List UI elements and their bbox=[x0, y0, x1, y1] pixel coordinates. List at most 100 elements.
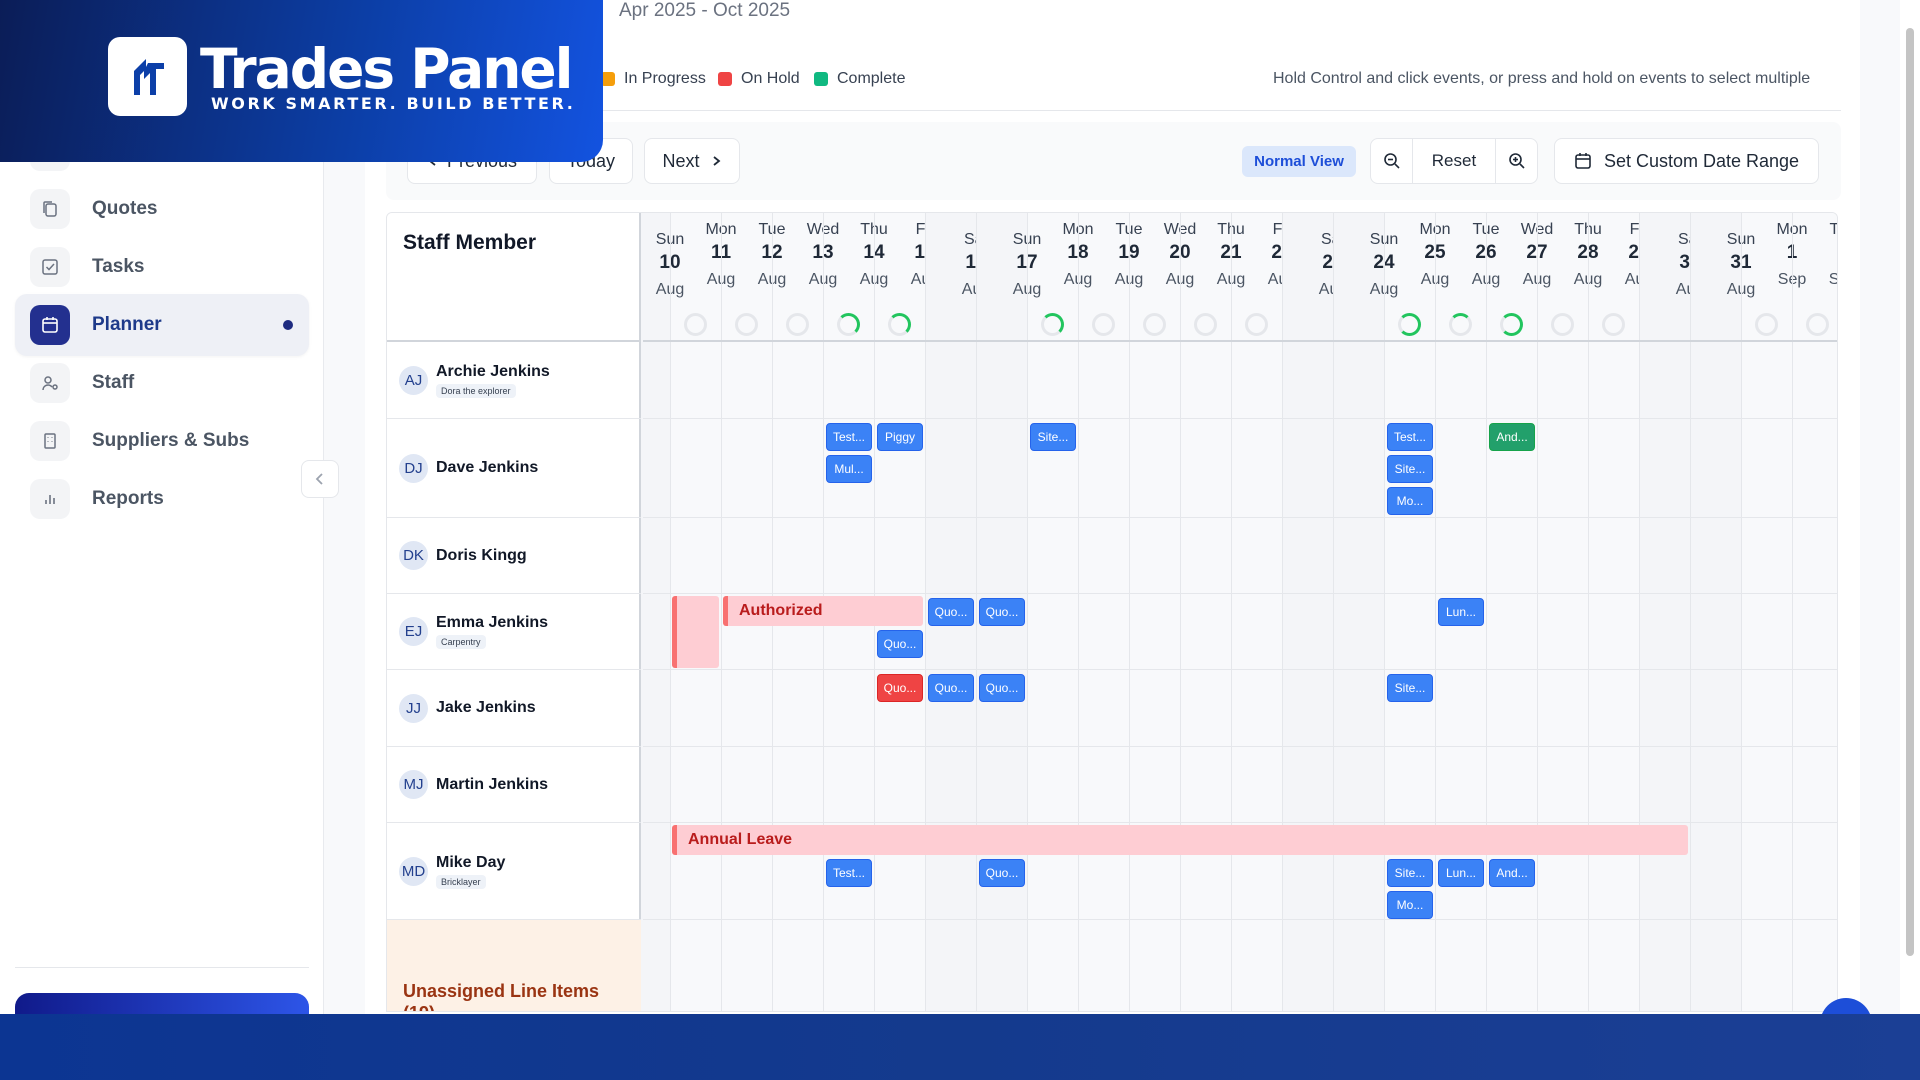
event-chip[interactable]: Mul... bbox=[826, 455, 872, 483]
copy-icon bbox=[30, 189, 70, 229]
building-icon bbox=[30, 421, 70, 461]
unassigned-line-items[interactable]: Unassigned Line Items (19) bbox=[387, 920, 641, 1011]
staff-row[interactable]: MD Mike Day Bricklayer bbox=[387, 823, 641, 920]
event-chip[interactable]: Site... bbox=[1387, 674, 1433, 702]
event-bar-annual-leave[interactable]: Annual Leave bbox=[672, 825, 1688, 855]
avatar: MD bbox=[399, 856, 428, 886]
avatar: MJ bbox=[399, 770, 428, 799]
event-chip[interactable]: Quo... bbox=[979, 674, 1025, 702]
user-gear-icon bbox=[30, 363, 70, 403]
set-custom-date-range-button[interactable]: Set Custom Date Range bbox=[1554, 138, 1819, 184]
event-bar-authorized[interactable]: Authorized bbox=[723, 596, 923, 626]
brand-wordmark: Trades Panel WORK SMARTER. BUILD BETTER. bbox=[200, 38, 575, 113]
day-column[interactable] bbox=[1486, 213, 1537, 1011]
event-chip[interactable]: Site... bbox=[1387, 455, 1433, 483]
event-chip[interactable]: Lun... bbox=[1438, 859, 1484, 887]
event-chip[interactable]: Quo... bbox=[928, 598, 974, 626]
staff-row[interactable]: EJ Emma Jenkins Carpentry bbox=[387, 594, 641, 670]
event-chip[interactable]: Quo... bbox=[979, 598, 1025, 626]
day-header: Sat30Aug bbox=[1639, 213, 1704, 342]
event-chip[interactable]: Test... bbox=[1387, 423, 1433, 451]
zoom-in-button[interactable] bbox=[1495, 139, 1537, 183]
event-chip[interactable]: Site... bbox=[1387, 859, 1433, 887]
event-chip[interactable]: And... bbox=[1489, 423, 1535, 451]
sidebar-divider bbox=[15, 967, 309, 968]
event-chip[interactable]: And... bbox=[1489, 859, 1535, 887]
day-header: Sat23Aug bbox=[1282, 213, 1347, 342]
day-column[interactable] bbox=[1537, 213, 1588, 1011]
sidebar-item-planner[interactable]: Planner bbox=[15, 294, 309, 356]
event-chip[interactable]: Lun... bbox=[1438, 598, 1484, 626]
day-column[interactable] bbox=[1333, 213, 1384, 1011]
day-column[interactable] bbox=[1639, 213, 1690, 1011]
event-bar[interactable] bbox=[672, 596, 719, 668]
reset-zoom-button[interactable]: Reset bbox=[1431, 151, 1477, 170]
event-chip[interactable]: Site... bbox=[1030, 423, 1076, 451]
brand-banner: Trades Panel WORK SMARTER. BUILD BETTER. bbox=[0, 0, 603, 162]
event-chip[interactable]: Piggy bbox=[877, 423, 923, 451]
staff-row[interactable]: DK Doris Kingg bbox=[387, 518, 641, 594]
day-header: Sun 17 Aug bbox=[976, 213, 1041, 342]
event-chip[interactable]: Quo... bbox=[979, 859, 1025, 887]
day-date: 28 bbox=[1577, 242, 1599, 263]
event-chip[interactable]: Test... bbox=[826, 423, 872, 451]
sidebar-item-staff[interactable]: Staff bbox=[15, 352, 309, 414]
day-date: 26 bbox=[1475, 242, 1497, 263]
event-chip[interactable]: Quo... bbox=[928, 674, 974, 702]
sidebar-item-reports[interactable]: Reports bbox=[15, 468, 309, 530]
progress-ring-icon bbox=[1806, 313, 1829, 336]
event-chip[interactable]: Test... bbox=[826, 859, 872, 887]
staff-name: Dave Jenkins bbox=[436, 459, 539, 476]
view-mode-badge[interactable]: Normal View bbox=[1242, 146, 1356, 177]
day-header: Fri29Aug bbox=[1588, 213, 1653, 342]
day-column[interactable] bbox=[1741, 213, 1792, 1011]
next-button[interactable]: Next bbox=[644, 138, 740, 184]
day-header: Sat16Aug bbox=[925, 213, 990, 342]
collapse-sidebar-button[interactable] bbox=[301, 460, 339, 498]
day-name: Wed bbox=[1520, 221, 1554, 238]
event-chip[interactable]: Mo... bbox=[1387, 487, 1433, 515]
day-name: Tue bbox=[1115, 221, 1143, 238]
day-column[interactable] bbox=[721, 213, 772, 1011]
event-chip[interactable]: Quo... bbox=[877, 674, 923, 702]
event-chip[interactable]: Mo... bbox=[1387, 891, 1433, 919]
sidebar-item-quotes[interactable]: Quotes bbox=[15, 178, 309, 240]
staff-row[interactable]: AJ Archie Jenkins Dora the explorer bbox=[387, 342, 641, 419]
day-column[interactable] bbox=[1231, 213, 1282, 1011]
zoom-out-button[interactable] bbox=[1371, 139, 1413, 183]
day-column[interactable] bbox=[1384, 213, 1435, 1011]
day-column[interactable] bbox=[1588, 213, 1639, 1011]
day-date: 31 bbox=[1730, 252, 1752, 273]
scrollbar-thumb[interactable] bbox=[1906, 28, 1914, 956]
staff-row[interactable]: MJ Martin Jenkins bbox=[387, 747, 641, 823]
day-header: Mon 25 Aug bbox=[1384, 213, 1451, 342]
day-header: Tue 12 Aug bbox=[721, 213, 786, 342]
day-column[interactable] bbox=[1282, 213, 1333, 1011]
day-column[interactable] bbox=[1435, 213, 1486, 1011]
day-date: 2 bbox=[1818, 242, 1838, 264]
day-date: 12 bbox=[761, 242, 783, 263]
day-column[interactable] bbox=[1690, 213, 1741, 1011]
day-column[interactable] bbox=[1792, 213, 1837, 1011]
progress-ring-icon bbox=[1500, 313, 1523, 336]
progress-ring-icon bbox=[735, 313, 758, 336]
progress-ring-icon bbox=[1245, 313, 1268, 336]
brand-tagline: WORK SMARTER. BUILD BETTER. bbox=[211, 94, 576, 113]
day-column[interactable] bbox=[1078, 213, 1129, 1011]
day-column[interactable] bbox=[1027, 213, 1078, 1011]
header-divider bbox=[643, 340, 1837, 342]
sidebar-item-suppliers-subs[interactable]: Suppliers & Subs bbox=[15, 410, 309, 472]
progress-ring-icon bbox=[1398, 313, 1421, 336]
sidebar-item-label: Planner bbox=[92, 314, 162, 335]
zoom-out-icon bbox=[1383, 153, 1400, 169]
day-column[interactable] bbox=[670, 213, 721, 1011]
bottom-brand-bar bbox=[0, 1014, 1920, 1080]
sidebar-item-tasks[interactable]: Tasks bbox=[15, 236, 309, 298]
day-header: Mon 1 Sep bbox=[1741, 213, 1808, 342]
day-column[interactable] bbox=[1129, 213, 1180, 1011]
staff-row[interactable]: JJ Jake Jenkins bbox=[387, 670, 641, 747]
day-name: Tue bbox=[1472, 221, 1500, 238]
staff-row[interactable]: DJ Dave Jenkins bbox=[387, 419, 641, 518]
day-column[interactable] bbox=[1180, 213, 1231, 1011]
event-chip[interactable]: Quo... bbox=[877, 630, 923, 658]
